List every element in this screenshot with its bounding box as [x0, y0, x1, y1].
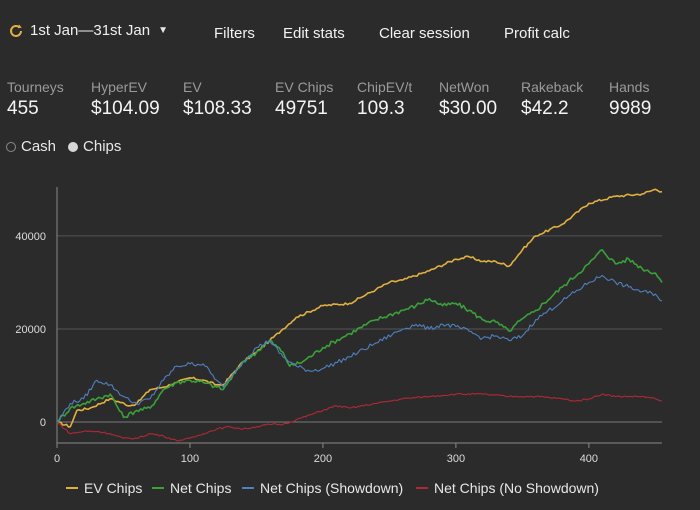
ev-chips-line — [56, 188, 663, 428]
radio-cash[interactable]: Cash — [6, 138, 56, 155]
radio-selected-icon — [68, 141, 79, 152]
stat-ev: EV $108.33 — [183, 78, 252, 121]
stats-bar: Tourneys 455 HyperEV $104.09 EV $108.33 … — [0, 78, 700, 128]
stat-value: 49751 — [275, 98, 328, 119]
legend-label: Net Chips (No Showdown) — [434, 480, 599, 496]
legend-net-chips-showdown[interactable]: Net Chips (Showdown) — [242, 480, 403, 496]
x-tick-label: 400 — [580, 453, 598, 465]
profit-calc-button[interactable]: Profit calc — [504, 25, 570, 42]
toolbar: 1st Jan—31st Jan ▼ Filters Edit stats Cl… — [0, 0, 700, 66]
clear-session-button[interactable]: Clear session — [379, 25, 470, 42]
radio-unselected-icon — [6, 141, 16, 152]
stat-label: Hands — [609, 79, 650, 95]
stat-label: NetWon — [439, 79, 490, 95]
stat-hands: Hands 9989 — [609, 78, 651, 121]
net-chips-no-showdown-line — [56, 392, 663, 442]
date-range-selector[interactable]: 1st Jan—31st Jan ▼ — [8, 22, 168, 39]
stat-netwon: NetWon $30.00 — [439, 78, 497, 121]
stat-value: 455 — [7, 98, 39, 119]
edit-stats-button[interactable]: Edit stats — [283, 25, 345, 42]
legend-swatch — [152, 487, 164, 489]
legend-label: Net Chips — [170, 480, 232, 496]
chevron-down-icon: ▼ — [158, 25, 168, 36]
legend-swatch — [242, 487, 254, 489]
x-tick-label: 200 — [314, 453, 332, 465]
chart-legend: EV Chips Net Chips Net Chips (Showdown) … — [0, 476, 700, 500]
stat-chipev-per-t: ChipEV/t 109.3 — [357, 78, 412, 121]
refresh-icon[interactable] — [8, 23, 24, 39]
net-chips-showdown-line — [56, 274, 663, 423]
legend-swatch — [66, 487, 78, 489]
stat-tourneys: Tourneys 455 — [7, 78, 64, 121]
stat-label: Tourneys — [7, 79, 64, 95]
date-range-label: 1st Jan—31st Jan — [30, 22, 151, 39]
y-tick-label: 20000 — [15, 324, 46, 336]
stat-hyperev: HyperEV $104.09 — [91, 78, 160, 121]
stat-value: $104.09 — [91, 98, 160, 119]
y-tick-label: 40000 — [15, 231, 46, 243]
stat-value: $42.2 — [521, 98, 569, 119]
legend-label: EV Chips — [84, 480, 143, 496]
stat-label: EV Chips — [275, 79, 334, 95]
legend-net-chips-no-showdown[interactable]: Net Chips (No Showdown) — [416, 480, 599, 496]
stat-label: Rakeback — [521, 79, 584, 95]
stat-ev-chips: EV Chips 49751 — [275, 78, 333, 121]
stat-label: EV — [183, 79, 202, 95]
stat-rakeback: Rakeback $42.2 — [521, 78, 583, 121]
legend-net-chips[interactable]: Net Chips — [152, 480, 231, 496]
x-tick-label: 0 — [54, 453, 60, 465]
radio-chips[interactable]: Chips — [68, 138, 121, 155]
chips-chart: 0 20000 40000 0 100 200 300 400 — [15, 187, 663, 465]
x-tick-label: 300 — [447, 453, 465, 465]
stat-label: HyperEV — [91, 79, 148, 95]
mode-toggle: Cash Chips — [6, 138, 121, 155]
stat-label: ChipEV/t — [357, 79, 413, 95]
legend-ev-chips[interactable]: EV Chips — [66, 480, 142, 496]
legend-label: Net Chips (Showdown) — [260, 480, 404, 496]
legend-swatch — [416, 487, 428, 489]
net-chips-line — [56, 249, 663, 423]
radio-label: Chips — [83, 138, 122, 155]
stat-value: $30.00 — [439, 98, 498, 119]
stat-value: 9989 — [609, 98, 652, 119]
x-tick-label: 100 — [181, 453, 199, 465]
filters-button[interactable]: Filters — [214, 25, 255, 42]
y-tick-label: 0 — [40, 417, 46, 429]
radio-label: Cash — [21, 138, 57, 155]
stat-value: $108.33 — [183, 98, 252, 119]
stat-value: 109.3 — [357, 98, 405, 119]
